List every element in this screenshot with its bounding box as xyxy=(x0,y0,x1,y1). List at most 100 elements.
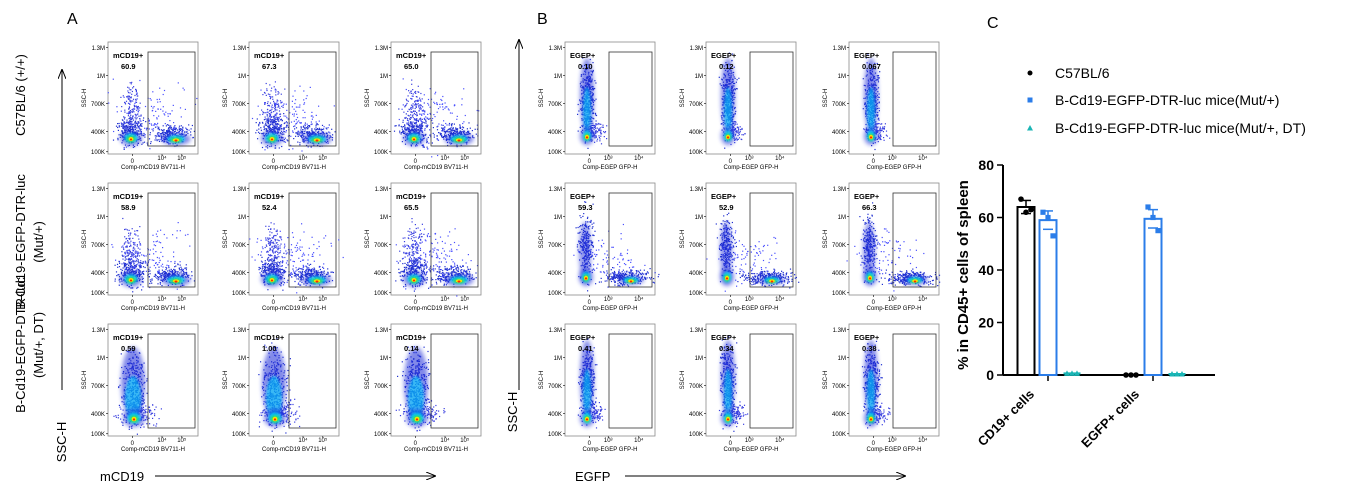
flow-y-tick-label: 1.3M xyxy=(233,46,246,52)
flow-x-tick-label: 10⁵ xyxy=(318,155,328,162)
flow-x-tick-label: 0 xyxy=(414,159,418,165)
gate-box xyxy=(147,192,196,288)
flow-plot-events xyxy=(573,201,660,292)
flow-y-tick-label: 1.3M xyxy=(549,187,562,193)
flow-plot-y-label: SSC-H xyxy=(82,371,88,390)
flow-plot-events xyxy=(395,218,479,297)
flow-y-tick-label: 1M xyxy=(695,215,703,221)
bar-chart-y-tick-label: 20 xyxy=(978,315,994,331)
flow-y-tick-label: 400K xyxy=(374,271,388,277)
flow-x-tick-label: 10⁵ xyxy=(318,296,328,303)
gate-box xyxy=(608,192,653,288)
row-label-mut-line1: B-Cd19-EGFP-DTR-luc xyxy=(13,174,28,310)
gate-percentage: 0.34 xyxy=(719,344,734,353)
bar-chart-y-tick-label: 40 xyxy=(978,262,994,278)
flow-plot: mCD19+ 0.14 1.3M 1M 700K 400K 100K SSC-H 0 10⁴ 10⁵… xyxy=(365,323,482,453)
flow-y-tick-label: 1.3M xyxy=(92,187,105,193)
gate-box xyxy=(147,333,196,429)
flow-plot-y-label: SSC-H xyxy=(82,89,88,108)
flow-x-tick-label: 10³ xyxy=(888,156,897,162)
flow-y-tick-label: 100K xyxy=(91,432,105,438)
data-point xyxy=(1133,372,1139,378)
panel-letter-b: B xyxy=(537,11,548,28)
gate-percentage: 67.3 xyxy=(262,62,277,71)
flow-y-tick-label: 1.3M xyxy=(690,328,703,334)
row-label-dt-line2: (Mut/+, DT) xyxy=(31,312,46,378)
flow-plot-x-label: Comp-mCD19 BV711-H xyxy=(404,165,468,171)
flow-plot-events xyxy=(706,212,800,292)
gate-box xyxy=(749,192,794,288)
flow-plot-y-label: SSC-H xyxy=(680,371,686,390)
flow-x-tick-label: 10³ xyxy=(604,438,613,444)
flow-plot-events xyxy=(862,53,891,151)
flow-x-tick-label: 10⁴ xyxy=(440,437,450,444)
gate-name: EGEP+ xyxy=(854,333,880,342)
flow-x-tick-label: 0 xyxy=(872,159,876,165)
flow-y-tick-label: 700K xyxy=(832,243,846,249)
gate-box xyxy=(288,192,337,288)
flow-x-tick-label: 0 xyxy=(272,159,276,165)
panel-b-y-axis-label: SSC-H xyxy=(505,392,520,432)
flow-x-tick-label: 10⁴ xyxy=(298,437,308,444)
flow-plot-y-label: SSC-H xyxy=(680,230,686,249)
flow-x-tick-label: 10⁴ xyxy=(775,296,785,303)
bar-chart-category-label-1: EGFP+ cells xyxy=(1078,387,1142,451)
flow-y-tick-label: 1M xyxy=(97,74,105,80)
gate-name: EGEP+ xyxy=(570,333,596,342)
flow-y-tick-label: 1.3M xyxy=(92,46,105,52)
flow-y-tick-label: 1.3M xyxy=(549,46,562,52)
flow-y-tick-label: 400K xyxy=(689,130,703,136)
flow-plot-y-label: SSC-H xyxy=(823,230,829,249)
flow-y-tick-label: 100K xyxy=(832,291,846,297)
flow-x-tick-label: 10⁵ xyxy=(177,437,187,444)
flow-x-tick-label: 10⁴ xyxy=(775,437,785,444)
flow-plot-y-label: SSC-H xyxy=(680,89,686,108)
flow-x-tick-label: 10⁴ xyxy=(157,437,167,444)
flow-y-tick-label: 100K xyxy=(91,150,105,156)
flow-plot: mCD19+ 60.9 1.3M 1M 700K 400K 100K SSC-H 0 10⁴ 10⁵… xyxy=(82,41,199,171)
flow-x-tick-label: 10³ xyxy=(604,156,613,162)
gate-name: mCD19+ xyxy=(113,333,144,342)
flow-plot-x-label: Comp-EGEP GFP-H xyxy=(867,165,922,171)
gate-name: EGEP+ xyxy=(711,51,737,60)
flow-plot-events xyxy=(718,336,749,432)
flow-y-tick-label: 700K xyxy=(91,384,105,390)
flow-y-tick-label: 1M xyxy=(554,74,562,80)
legend-label-0: C57BL/6 xyxy=(1055,65,1110,81)
flow-plot-x-label: Comp-mCD19 BV711-H xyxy=(262,306,326,312)
bar-chart-category-label-0: CD19+ cells xyxy=(975,387,1037,449)
flow-plot: mCD19+ 52.4 1.3M 1M 700K 400K 100K SSC-H 0 10⁴ 10⁵… xyxy=(223,182,344,312)
panel-a-y-axis-label: SSC-H xyxy=(54,422,69,462)
flow-x-tick-label: 0 xyxy=(729,159,733,165)
flow-plot-x-label: Comp-EGEP GFP-H xyxy=(867,447,922,453)
gate-percentage: 1.00 xyxy=(262,344,277,353)
flow-y-tick-label: 1.3M xyxy=(375,187,388,193)
row-label-wildtype: C57BL/6 (+/+) xyxy=(13,54,28,136)
flow-y-tick-label: 400K xyxy=(548,271,562,277)
flow-plot-frame xyxy=(564,323,656,437)
data-point xyxy=(1179,370,1185,377)
flow-y-tick-label: 100K xyxy=(374,291,388,297)
flow-y-tick-label: 700K xyxy=(232,243,246,249)
flow-y-tick-label: 1M xyxy=(97,215,105,221)
flow-plot-events xyxy=(107,78,198,150)
gate-percentage: 52.9 xyxy=(719,203,734,212)
gate-percentage: 59.3 xyxy=(578,203,593,212)
flow-y-tick-label: 100K xyxy=(832,150,846,156)
gate-name: mCD19+ xyxy=(254,51,285,60)
flow-y-tick-label: 700K xyxy=(689,243,703,249)
gate-name: EGEP+ xyxy=(854,192,880,201)
flow-x-tick-label: 0 xyxy=(588,441,592,447)
data-point xyxy=(1074,370,1080,376)
flow-plot-y-label: SSC-H xyxy=(223,371,229,390)
flow-plot: EGEP+ 59.3 1.3M 1M 700K 400K 100K SSC-H 0 10³ 10⁴ C… xyxy=(539,182,660,312)
flow-y-tick-label: 400K xyxy=(232,412,246,418)
bar-chart-y-axis-label: % in CD45+ cells of spleen xyxy=(955,180,972,370)
flow-y-tick-label: 100K xyxy=(232,150,246,156)
flow-plot-y-label: SSC-H xyxy=(223,89,229,108)
data-point xyxy=(1023,209,1029,216)
gate-percentage: 0.10 xyxy=(578,62,593,71)
flow-y-tick-label: 700K xyxy=(91,102,105,108)
flow-x-tick-label: 10⁴ xyxy=(440,296,450,303)
flow-plot-y-label: SSC-H xyxy=(539,371,545,390)
